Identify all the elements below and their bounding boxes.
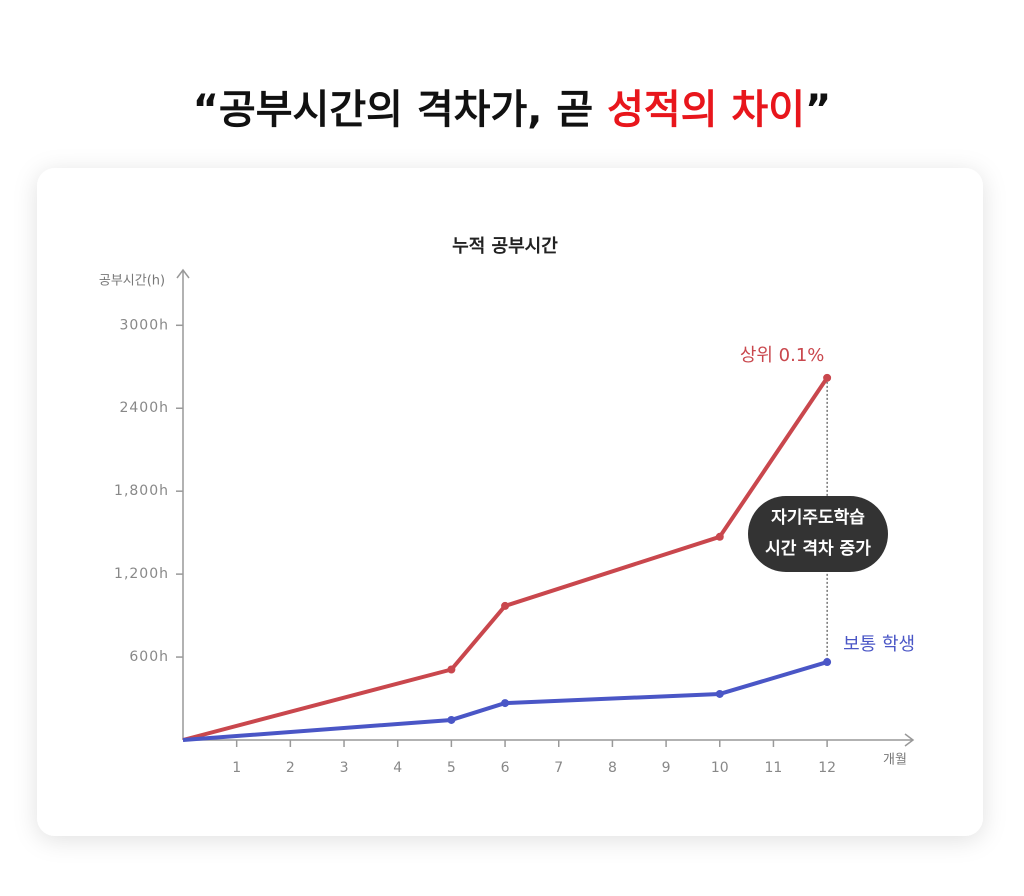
series-label: 상위 0.1%: [740, 345, 825, 366]
point: [447, 715, 456, 724]
y-tick-label: 3000h: [119, 317, 169, 333]
x-tick-label: 4: [393, 760, 402, 776]
point: [823, 658, 832, 667]
y-tick-label: 1,200h: [114, 566, 169, 582]
x-axis: [183, 733, 915, 747]
point: [501, 699, 510, 708]
x-tick-label: 2: [286, 760, 295, 776]
y-tick-label: 1,800h: [114, 483, 169, 499]
y-axis-label: 공부시간(h): [99, 274, 165, 289]
point: [501, 601, 510, 610]
x-tick-label: 5: [447, 760, 456, 776]
point: [715, 532, 724, 541]
x-tick-label: 7: [554, 760, 563, 776]
x-tick-label: 1: [232, 760, 241, 776]
x-tick-label: 6: [501, 760, 510, 776]
title-suffix: ”: [805, 87, 831, 133]
x-tick-label: 12: [818, 760, 836, 776]
x-axis-label: 개월: [883, 753, 907, 768]
series-label: 보통 학생: [843, 634, 915, 655]
point: [823, 373, 832, 382]
title-highlight: 성적의 차이: [607, 87, 805, 133]
page-title: “공부시간의 격차가, 곧 성적의 차이”: [193, 87, 832, 133]
title-prefix: “공부시간의 격차가, 곧: [193, 87, 607, 133]
y-tick-label: 600h: [129, 649, 169, 665]
x-tick-label: 9: [662, 760, 671, 776]
x-tick-label: 3: [340, 760, 349, 776]
card: [37, 168, 983, 836]
x-tick-label: 10: [711, 760, 729, 776]
point: [715, 689, 724, 698]
annotation-text: 시간 격차 증가: [765, 539, 871, 559]
y-tick-label: 2400h: [119, 400, 169, 416]
x-tick-label: 11: [765, 760, 783, 776]
annotation-box: [748, 496, 888, 572]
point: [447, 665, 456, 674]
y-axis: [176, 268, 190, 740]
chart-title: 누적 공부시간: [452, 236, 558, 257]
annotation-text: 자기주도학습: [771, 508, 865, 528]
x-tick-label: 8: [608, 760, 617, 776]
